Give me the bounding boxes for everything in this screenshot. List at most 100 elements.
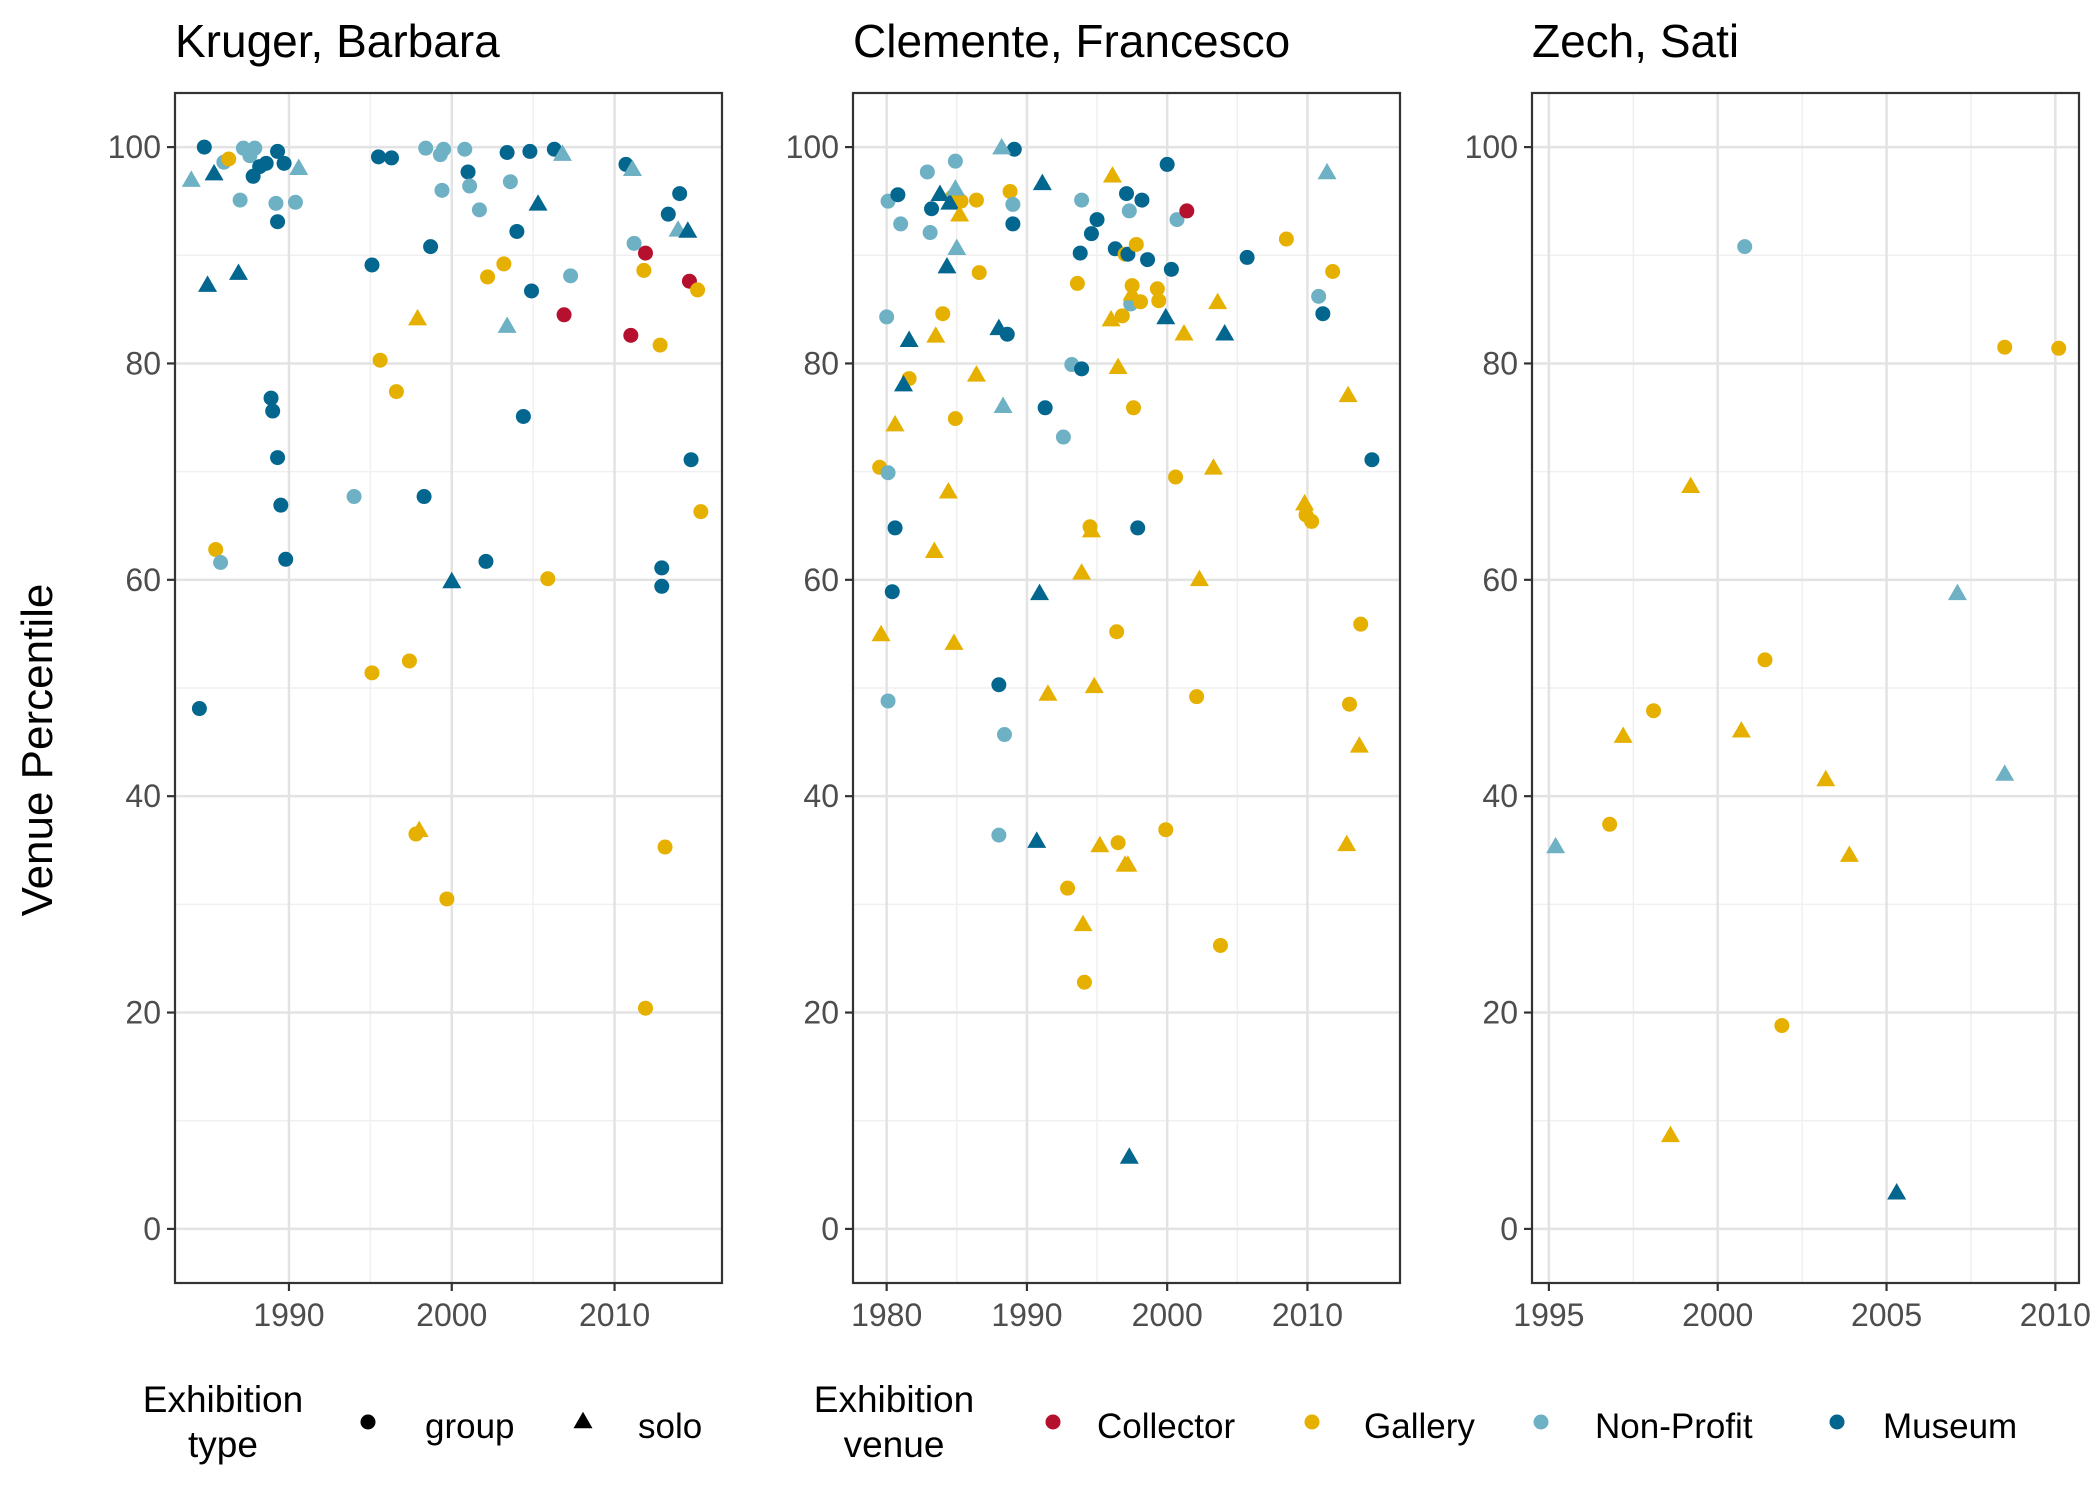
data-point-solo-gallery [950, 205, 970, 222]
data-point-solo-museum [204, 163, 224, 181]
data-point-solo-gallery [1189, 569, 1209, 587]
data-point-solo-gallery [938, 481, 958, 499]
data-point-solo-gallery [966, 365, 986, 382]
data-point-group-gallery [690, 282, 706, 298]
data-point-group-museum [884, 584, 900, 600]
data-point-group-museum [1037, 400, 1053, 416]
data-point-solo-gallery [1118, 855, 1138, 872]
x-tick-label: 1990 [253, 1297, 324, 1333]
data-point-group-gallery [496, 256, 512, 272]
y-tick-label: 40 [1482, 778, 1518, 814]
circle-icon [1304, 1414, 1320, 1430]
data-point-group-non-profit [1055, 429, 1071, 445]
x-tick-label: 2000 [1682, 1297, 1753, 1333]
data-point-group-gallery [652, 337, 668, 353]
data-point-solo-museum [930, 184, 950, 201]
data-point-group-museum [1072, 245, 1088, 261]
data-point-group-non-profit [1169, 212, 1185, 228]
data-point-solo-gallery [944, 633, 964, 650]
data-point-solo-gallery [1295, 493, 1315, 511]
data-point-solo-gallery [926, 326, 946, 343]
data-point-group-museum [273, 497, 289, 513]
data-point-solo-gallery [1613, 726, 1633, 743]
data-point-group-gallery [1060, 880, 1076, 896]
data-point-group-gallery [1114, 308, 1130, 324]
data-point-group-non-profit [1121, 203, 1137, 219]
data-point-group-gallery [1278, 231, 1294, 247]
data-point-group-non-profit [418, 140, 434, 156]
data-point-solo-non-profit [992, 137, 1012, 155]
data-point-solo-gallery [1349, 736, 1369, 753]
y-tick-label: 20 [125, 995, 161, 1031]
data-point-group-museum [196, 139, 212, 155]
panel-title: Clemente, Francesco [853, 15, 1290, 67]
data-point-solo-non-profit [947, 238, 967, 256]
data-point-solo-gallery [1203, 458, 1223, 475]
y-tick-label: 60 [803, 562, 839, 598]
data-point-group-non-profit [502, 174, 518, 190]
data-point-group-museum [384, 150, 400, 166]
data-point-solo-gallery [1731, 721, 1751, 738]
data-point-group-museum [1364, 452, 1380, 468]
data-point-solo-gallery [1102, 166, 1122, 183]
data-point-group-museum [276, 155, 292, 171]
data-point-group-non-profit [991, 827, 1007, 843]
data-point-group-museum [924, 201, 940, 217]
panel-2: 0 20 40 60 80 100 1980 1990 2000 2010 Clemente, Fr… [786, 15, 1402, 1333]
data-point-solo-gallery [1084, 676, 1104, 694]
data-point-solo-museum [989, 318, 1009, 336]
data-point-group-gallery [1069, 275, 1085, 291]
data-point-group-gallery [1757, 652, 1773, 668]
data-point-group-gallery [1151, 293, 1167, 309]
data-point-solo-gallery [1072, 563, 1092, 580]
data-point-group-museum [1239, 249, 1255, 265]
data-point-group-non-profit [247, 140, 263, 156]
circle-icon [1829, 1414, 1845, 1430]
data-point-solo-gallery [1208, 292, 1228, 310]
y-tick-label: 0 [821, 1211, 839, 1247]
data-points [181, 139, 709, 1016]
x-tick-label: 1995 [1513, 1297, 1584, 1333]
data-point-group-gallery [540, 571, 556, 587]
data-point-solo-gallery [1122, 284, 1142, 301]
y-tick-label: 60 [125, 562, 161, 598]
data-point-group-gallery [947, 411, 963, 427]
panel-title: Kruger, Barbara [175, 15, 500, 67]
data-point-solo-museum [1027, 831, 1047, 848]
data-point-group-museum [278, 551, 294, 567]
data-point-group-museum [1074, 361, 1090, 377]
circle-icon [1533, 1414, 1549, 1430]
data-point-group-gallery [1126, 400, 1142, 416]
data-point-group-museum [270, 214, 286, 230]
data-point-solo-non-profit [552, 144, 572, 161]
data-point-solo-gallery [924, 541, 944, 558]
data-point-solo-museum [442, 571, 462, 589]
data-point-solo-museum [198, 275, 218, 292]
data-point-solo-gallery [1038, 684, 1058, 701]
data-point-group-museum [1120, 246, 1136, 262]
data-point-group-museum [509, 223, 525, 239]
legend-item-non-profit: Non-Profit [1533, 1407, 1753, 1446]
data-point-group-non-profit [434, 182, 450, 198]
data-point-solo-gallery [871, 624, 891, 642]
y-tick-label: 40 [803, 778, 839, 814]
circle-icon [1045, 1414, 1061, 1430]
y-tick-label: 20 [1482, 995, 1518, 1031]
data-point-group-non-profit [563, 268, 579, 284]
gridlines [853, 93, 1400, 1283]
data-point-solo-non-profit [1317, 162, 1337, 180]
data-point-solo-non-profit [945, 179, 965, 196]
data-point-group-museum [265, 403, 281, 419]
data-point-group-gallery [1304, 513, 1320, 529]
data-point-group-museum [270, 450, 286, 466]
data-point-solo-non-profit [993, 396, 1013, 413]
data-point-group-gallery [953, 193, 969, 209]
data-point-group-gallery [1158, 822, 1174, 838]
legend-item-collector: Collector [1045, 1407, 1235, 1446]
data-point-group-museum [1140, 252, 1156, 268]
legend-label: solo [638, 1407, 702, 1446]
data-point-group-collector [637, 245, 653, 261]
data-point-group-museum [1119, 186, 1134, 202]
